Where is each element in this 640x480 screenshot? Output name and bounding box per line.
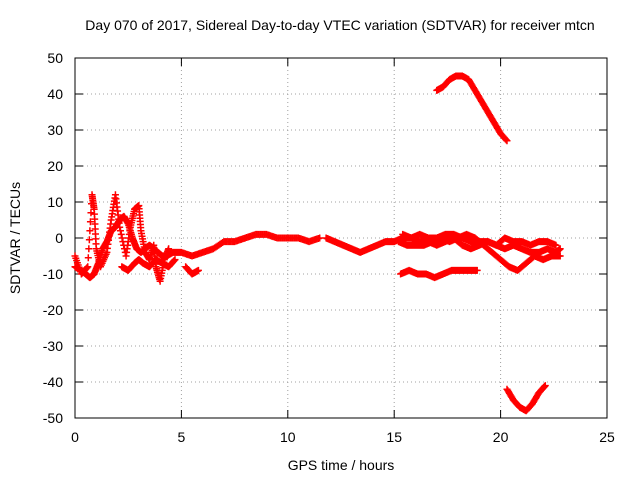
series-early-lower	[118, 256, 179, 274]
data-point	[503, 137, 511, 145]
y-tick-label: -20	[43, 302, 63, 318]
series-upper-arc	[433, 72, 511, 145]
x-tick-label: 20	[493, 429, 509, 445]
data-point	[502, 136, 510, 144]
y-tick-label: 20	[47, 158, 63, 174]
x-tick-label: 5	[178, 429, 186, 445]
x-tick-label: 0	[71, 429, 79, 445]
y-tick-label: -30	[43, 338, 63, 354]
data-point	[541, 382, 549, 390]
y-tick-label: 30	[47, 122, 63, 138]
data-point	[473, 266, 481, 274]
data-point	[84, 254, 92, 262]
x-axis-title: GPS time / hours	[288, 457, 395, 473]
y-tick-label: -40	[43, 374, 63, 390]
series-night-segment	[397, 266, 481, 282]
data-point	[165, 245, 173, 253]
data-point	[556, 252, 564, 260]
y-tick-label: 40	[47, 86, 63, 102]
series-lower-arc	[503, 382, 549, 415]
data-point	[86, 227, 94, 235]
data-point	[556, 245, 564, 253]
data-point	[552, 241, 560, 249]
marker-layer	[71, 72, 564, 415]
x-tick-label: 10	[280, 429, 296, 445]
data-point	[118, 234, 126, 242]
data-point	[316, 234, 324, 242]
y-tick-label: -50	[43, 410, 63, 426]
data-point	[116, 227, 124, 235]
data-point	[170, 257, 178, 264]
x-tick-label: 15	[386, 429, 402, 445]
data-point	[85, 245, 93, 253]
data-point	[84, 263, 92, 271]
y-axis-title: SDTVAR / TECUs	[7, 182, 23, 294]
data-point	[86, 218, 94, 226]
y-tick-label: 0	[55, 230, 63, 246]
data-point	[87, 209, 95, 217]
tick-layer: 0 5 10 15 20 25 50 40 30 20 10 0 -10 -20 -30 -40 -50	[43, 50, 615, 445]
y-tick-label: -10	[43, 266, 63, 282]
data-point	[83, 264, 91, 272]
series-early-band	[71, 212, 324, 282]
series-early-short	[182, 263, 202, 278]
x-tick-label: 25	[599, 429, 615, 445]
data-point	[85, 236, 93, 244]
chart-title: Day 070 of 2017, Sidereal Day-to-day VTE…	[85, 17, 594, 33]
series-early-zigzag	[71, 191, 173, 285]
data-point	[171, 256, 179, 264]
data-point	[117, 230, 125, 238]
grid-layer	[75, 58, 607, 418]
data-point	[194, 266, 202, 274]
y-tick-label: 10	[47, 194, 63, 210]
series-midday-upper	[399, 230, 560, 249]
data-point	[540, 383, 548, 390]
y-tick-label: 50	[47, 50, 63, 66]
